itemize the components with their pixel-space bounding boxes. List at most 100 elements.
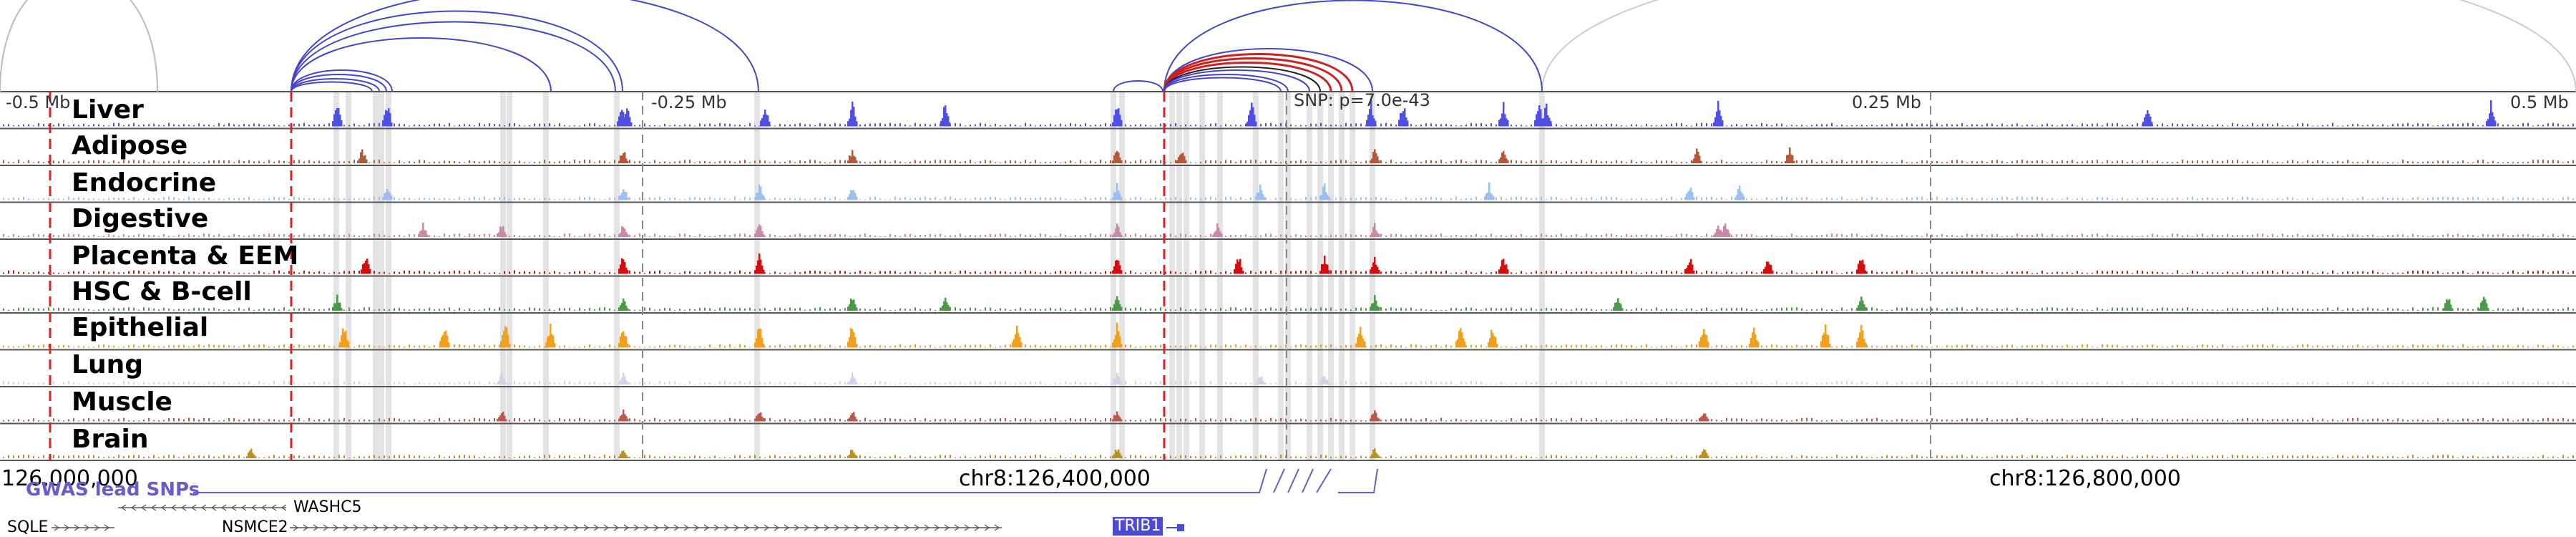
signal-bar [2507, 162, 2509, 163]
signal-bar [1761, 345, 1762, 348]
signal-bar [965, 270, 966, 274]
signal-bar [2092, 160, 2093, 163]
signal-bar [23, 196, 24, 200]
signal-bar [2357, 383, 2358, 384]
signal-bar [549, 123, 550, 127]
signal-bar [38, 308, 39, 311]
signal-bar [1165, 124, 1166, 127]
signal-bar [599, 383, 600, 384]
signal-bar [1240, 235, 1241, 237]
signal-bar [2567, 307, 2569, 311]
signal-peak [1766, 261, 1768, 274]
signal-bar [2016, 196, 2018, 200]
signal-bar [2212, 160, 2213, 163]
signal-peak [1493, 336, 1496, 348]
signal-bar [1055, 382, 1056, 384]
signal-bar [208, 125, 210, 127]
signal-peak [362, 264, 364, 274]
signal-bar [1901, 124, 1903, 127]
signal-bar [1826, 309, 1828, 311]
signal-bar [1420, 198, 1422, 200]
signal-bar [444, 160, 445, 163]
signal-bar [1571, 272, 1572, 274]
signal-bar [1235, 344, 1236, 348]
signal-bar [1571, 345, 1572, 348]
signal-bar [1576, 271, 1577, 274]
signal-bar [1430, 160, 1432, 163]
signal-bar [1045, 309, 1046, 311]
signal-bar [253, 123, 255, 127]
signal-bar [714, 162, 716, 163]
signal-bar [2207, 236, 2208, 237]
signal-bar [2567, 125, 2569, 127]
signal-bar [2317, 345, 2318, 348]
signal-peak [620, 380, 622, 384]
signal-bar [1225, 160, 1226, 163]
signal-peak [505, 234, 507, 237]
signal-bar [1796, 125, 1797, 127]
signal-bar [1190, 381, 1191, 384]
signal-bar [3, 233, 4, 237]
signal-bar [789, 345, 791, 348]
signal-peak [1112, 122, 1114, 127]
signal-bar [1711, 162, 1712, 163]
signal-peak [419, 231, 421, 237]
signal-bar [379, 233, 380, 237]
signal-bar [759, 160, 761, 163]
signal-bar [2257, 125, 2258, 127]
signal-bar [884, 346, 886, 348]
signal-bar [2572, 123, 2574, 127]
signal-bar [729, 382, 731, 384]
signal-bar [1981, 382, 1983, 384]
signal-bar [985, 198, 986, 200]
signal-bar [1901, 272, 1903, 274]
signal-bar [2217, 309, 2218, 311]
signal-bar [2217, 198, 2218, 200]
signal-bar [2527, 309, 2529, 311]
signal-bar [2422, 382, 2424, 384]
signal-bar [338, 420, 340, 422]
signal-bar [223, 382, 225, 384]
signal-bar [859, 420, 861, 422]
signal-bar [749, 420, 751, 422]
signal-bar [1080, 418, 1081, 422]
signal-bar [1561, 125, 1562, 127]
signal-bar [253, 161, 255, 163]
signal-bar [2142, 160, 2143, 163]
signal-bar [1691, 235, 1692, 237]
signal-bar [2046, 236, 2048, 237]
signal-peak [1858, 263, 1860, 274]
signal-bar [1496, 383, 1497, 384]
signal-bar [2142, 307, 2143, 311]
signal-bar [1791, 383, 1792, 384]
signal-bar [709, 271, 711, 274]
signal-bar [564, 345, 565, 348]
signal-bar [404, 420, 405, 422]
signal-bar [1350, 344, 1352, 348]
signal-bar [1656, 307, 1657, 311]
signal-peak [945, 105, 947, 127]
signal-bar [1886, 125, 1888, 127]
signal-bar [73, 198, 74, 200]
signal-bar [2272, 344, 2273, 348]
signal-bar [1180, 307, 1181, 311]
signal-bar [524, 309, 525, 311]
signal-bar [1616, 234, 1617, 237]
signal-bar [2537, 344, 2539, 348]
signal-bar [369, 198, 370, 200]
signal-bar [1706, 197, 1707, 200]
signal-bar [1430, 381, 1432, 384]
signal-bar [228, 272, 230, 274]
signal-peak [382, 120, 384, 127]
signal-bar [379, 382, 380, 384]
signal-bar [2307, 123, 2308, 127]
signal-peak [550, 323, 552, 348]
signal-bar [454, 344, 455, 348]
signal-bar [1516, 197, 1517, 200]
signal-bar [1000, 381, 1001, 384]
signal-bar [2382, 272, 2384, 274]
signal-bar [899, 344, 901, 348]
signal-bar [63, 123, 64, 127]
signal-bar [1906, 270, 1908, 274]
signal-bar [394, 235, 395, 237]
